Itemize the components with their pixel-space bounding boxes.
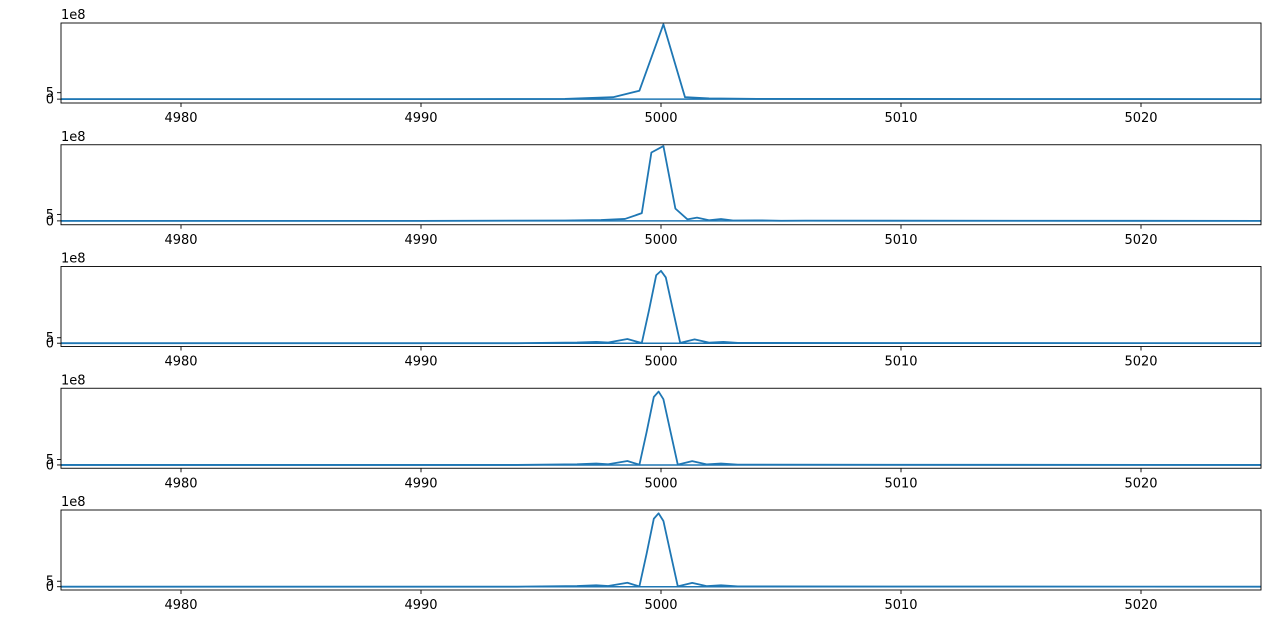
y-tick-label: 5 [46,575,54,590]
x-tick-label: 5020 [1124,111,1157,126]
x-tick-label: 4990 [404,233,437,248]
y-tick-label: 5 [46,208,54,223]
x-tick-label: 5010 [884,598,917,613]
subplot-5: 4980 4990 5000 5010 5020 05 1e8 [46,495,1262,613]
x-tick-label: 5000 [644,355,677,370]
x-tick-label: 5000 [644,476,677,491]
x-tick-label: 4990 [404,476,437,491]
series-line-1 [61,23,1262,101]
x-tick-label: 5010 [884,476,917,491]
offset-label: 1e8 [61,8,86,23]
x-tick-label: 5020 [1124,355,1157,370]
x-tick-label: 4990 [404,111,437,126]
x-tick-label: 4980 [164,111,197,126]
subplot-3: 4980 4990 5000 5010 5020 05 1e8 [46,252,1262,370]
x-tick-label: 5000 [644,111,677,126]
subplot-2: 4980 4990 5000 5010 5020 05 1e8 [46,130,1262,248]
series-line-1 [61,390,1262,466]
series-line-1 [61,269,1262,345]
x-tick-label: 5020 [1124,598,1157,613]
y-tick-label: 0 [46,580,54,595]
x-tick-label: 4990 [404,598,437,613]
y-tick-label: 5 [46,453,54,468]
axes-frame [60,22,1262,104]
x-tick-label: 5000 [644,598,677,613]
y-tick-label: 0 [46,214,54,229]
series-line-1 [61,145,1262,222]
axes-frame [60,144,1262,226]
x-tick-label: 4980 [164,476,197,491]
x-tick-label: 4980 [164,233,197,248]
y-tick-label: 0 [46,337,54,352]
x-tick-label: 5000 [644,233,677,248]
offset-label: 1e8 [61,130,86,145]
series-line-1 [61,512,1262,588]
x-tick-label: 5010 [884,355,917,370]
x-tick-label: 4980 [164,355,197,370]
x-tick-label: 5020 [1124,476,1157,491]
x-tick-label: 5020 [1124,233,1157,248]
axes-frame [60,509,1262,591]
axes-frame [60,266,1262,347]
offset-label: 1e8 [61,252,86,267]
subplot-1: 4980 4990 5000 5010 5020 05 1e8 [46,8,1262,126]
offset-label: 1e8 [61,495,86,510]
x-tick-label: 4990 [404,355,437,370]
y-tick-label: 5 [46,86,54,101]
x-tick-label: 5010 [884,111,917,126]
subplot-4: 4980 4990 5000 5010 5020 05 1e8 [46,373,1262,491]
y-tick-label: 0 [46,93,54,108]
offset-label: 1e8 [61,373,86,388]
axes-frame [60,387,1262,469]
x-tick-label: 4980 [164,598,197,613]
x-tick-label: 5010 [884,233,917,248]
y-tick-label: 0 [46,458,54,473]
y-tick-label: 5 [46,331,54,346]
